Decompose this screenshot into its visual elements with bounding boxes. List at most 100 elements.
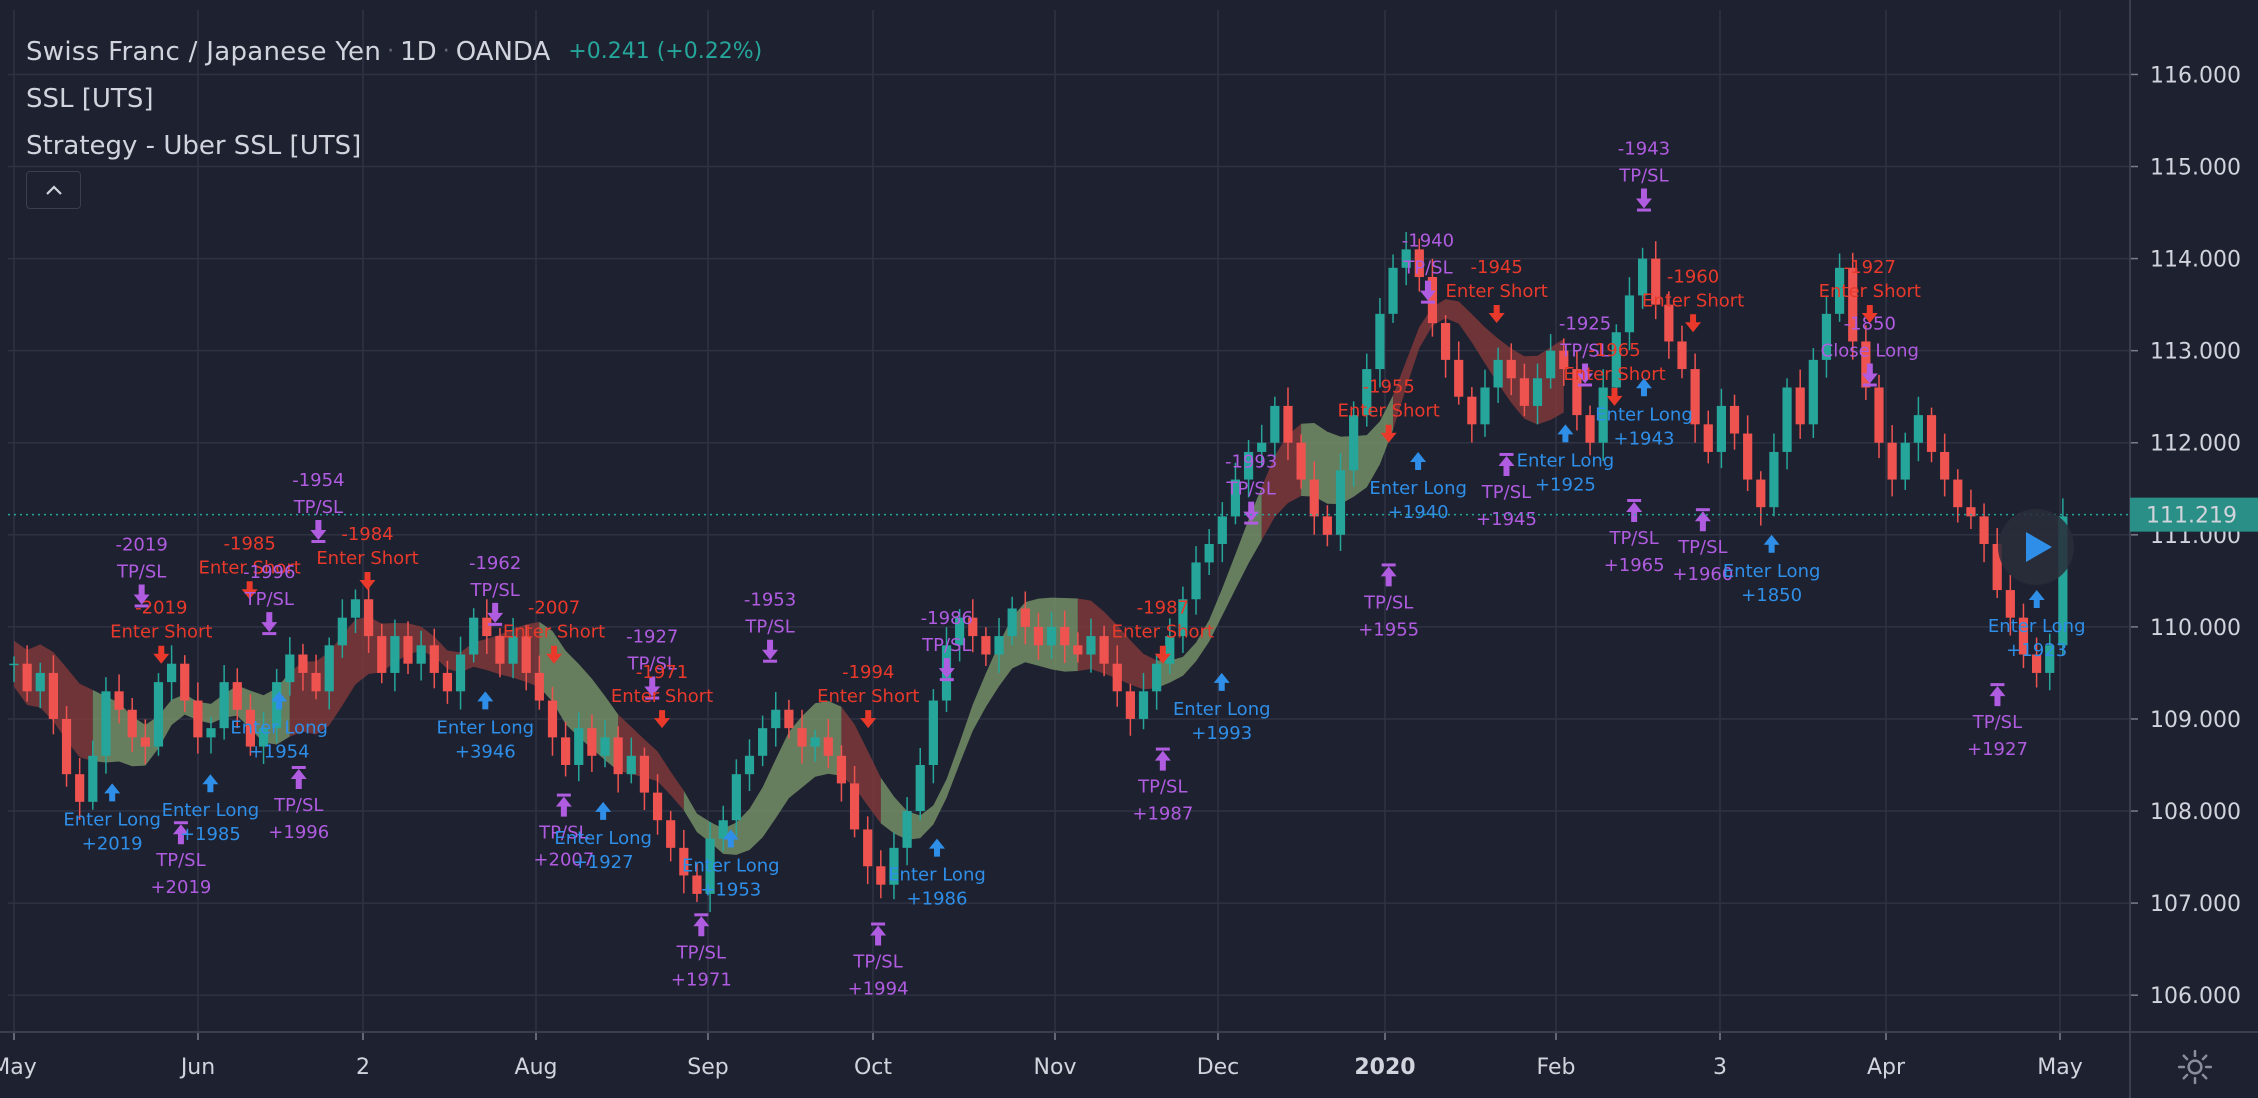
candlestick-series	[9, 232, 2068, 913]
symbol-row[interactable]: Swiss Franc / Japanese Yen · 1D · OANDA …	[26, 28, 762, 75]
candle-body	[1651, 258, 1661, 305]
candle	[1861, 325, 1871, 400]
ssl-band-bull	[1156, 487, 1262, 689]
tpsl-down-arrow-icon	[938, 658, 955, 679]
candle	[35, 662, 45, 709]
tpsl-up-arrow-icon	[1989, 686, 2006, 707]
trade-label-text: TP/SL	[1972, 712, 2022, 733]
trade-label-text: +1945	[1476, 509, 1537, 530]
candle	[863, 816, 873, 885]
trade-label-text: +1850	[1741, 585, 1802, 606]
candle	[469, 608, 479, 663]
trade-marker-long: Enter Long +3946	[437, 691, 534, 762]
trade-label-text: +1953	[700, 879, 761, 900]
candle-body	[508, 636, 518, 664]
candle	[1546, 334, 1556, 389]
play-icon[interactable]	[2026, 532, 2052, 562]
candle	[508, 617, 518, 679]
candle-body	[902, 811, 912, 848]
candle	[245, 694, 256, 756]
price-tick-label: 114.000	[2150, 248, 2241, 273]
collapse-legend-button[interactable]	[26, 171, 81, 209]
candle-body	[1375, 313, 1385, 370]
candle-body	[1296, 442, 1306, 480]
candle	[48, 655, 58, 735]
trade-marker-tpsl-top: -1943 TP/SL	[1618, 139, 1670, 212]
trade-marker-long: Enter Long +1943	[1595, 378, 1693, 449]
trade-label-text: TP/SL	[244, 589, 294, 610]
trade-label-text: +1985	[180, 824, 241, 845]
separator-dot: ·	[442, 39, 450, 64]
candle	[666, 810, 676, 862]
trade-label-text: Enter Long	[888, 865, 986, 886]
candle-body	[1637, 258, 1648, 296]
candle	[731, 759, 741, 836]
time-axis[interactable]: May Jun 2 Aug Sep Oct Nov Dec 2020 Feb 3 Apr May	[0, 1031, 2258, 1098]
candle-body	[206, 728, 216, 738]
tpsl-bar	[645, 696, 660, 700]
candle-body	[429, 645, 439, 673]
short-arrow-icon	[1154, 645, 1171, 664]
indicator-row-ssl[interactable]: SSL [UTS]	[26, 75, 762, 122]
trade-marker-short: -1927 Enter Short	[1819, 257, 1921, 324]
candle-body	[298, 654, 308, 673]
candle-body	[1808, 359, 1818, 425]
candle	[219, 665, 229, 740]
candle	[285, 637, 295, 696]
gear-icon[interactable]	[2176, 1048, 2214, 1086]
candle	[1375, 298, 1385, 388]
candle	[1598, 369, 1608, 461]
candle	[1467, 387, 1477, 443]
short-arrow-icon	[1380, 424, 1397, 443]
candle	[1414, 238, 1424, 292]
candle	[2005, 574, 2015, 636]
candle-body	[311, 672, 321, 692]
candle-body	[1414, 249, 1424, 278]
trade-label-text: +1960	[1672, 564, 1733, 585]
candle-body	[232, 682, 242, 710]
candle-body	[823, 737, 833, 756]
candle-body	[1782, 387, 1792, 452]
trade-label-text: TP/SL	[155, 850, 205, 871]
candle	[836, 745, 847, 802]
last-price-badge	[2130, 497, 2258, 532]
price-axis[interactable]: 116.000115.000114.000113.000112.000111.0…	[2129, 0, 2258, 1098]
candle	[639, 747, 650, 811]
tpsl-bar	[1420, 300, 1435, 304]
candle-body	[1007, 608, 1017, 637]
candle	[429, 628, 439, 689]
exchange-label: OANDA	[455, 36, 551, 67]
candle-body	[1834, 267, 1845, 314]
tpsl-bar	[291, 765, 306, 769]
tpsl-bar	[1695, 508, 1710, 512]
candle-body	[1060, 626, 1070, 646]
short-arrow-icon	[241, 581, 258, 600]
candle	[324, 637, 334, 710]
trade-label-text: Close Long	[1821, 340, 1919, 361]
trade-marker-short: -2019 Enter Short	[110, 598, 212, 664]
long-arrow-icon	[928, 838, 945, 857]
candle	[1953, 469, 1963, 523]
time-tick-label: May	[0, 1055, 37, 1080]
trade-marker-short: -2007 Enter Short	[503, 598, 605, 664]
short-arrow-icon	[654, 710, 671, 729]
trade-marker-tpsl-top: -1953 TP/SL	[744, 590, 796, 663]
candle-body	[1020, 608, 1030, 627]
candle	[1335, 453, 1346, 551]
candle	[1165, 618, 1175, 675]
trade-marker-long: Enter Long +1925	[1517, 424, 1614, 495]
candle	[1966, 489, 1976, 529]
candle-body	[1480, 387, 1490, 425]
candle-body	[416, 645, 426, 664]
long-arrow-icon	[1557, 424, 1574, 443]
candle	[1204, 529, 1214, 576]
indicator-row-strategy[interactable]: Strategy - Uber SSL [UTS]	[26, 122, 762, 169]
trade-label-text: TP/SL	[1618, 166, 1668, 187]
candle	[1388, 254, 1398, 323]
price-tick-label: 107.000	[2150, 892, 2241, 917]
time-tick-label: Aug	[515, 1055, 558, 1080]
long-arrow-icon	[2028, 590, 2045, 609]
long-arrow-icon	[104, 783, 121, 802]
candle	[626, 737, 636, 784]
